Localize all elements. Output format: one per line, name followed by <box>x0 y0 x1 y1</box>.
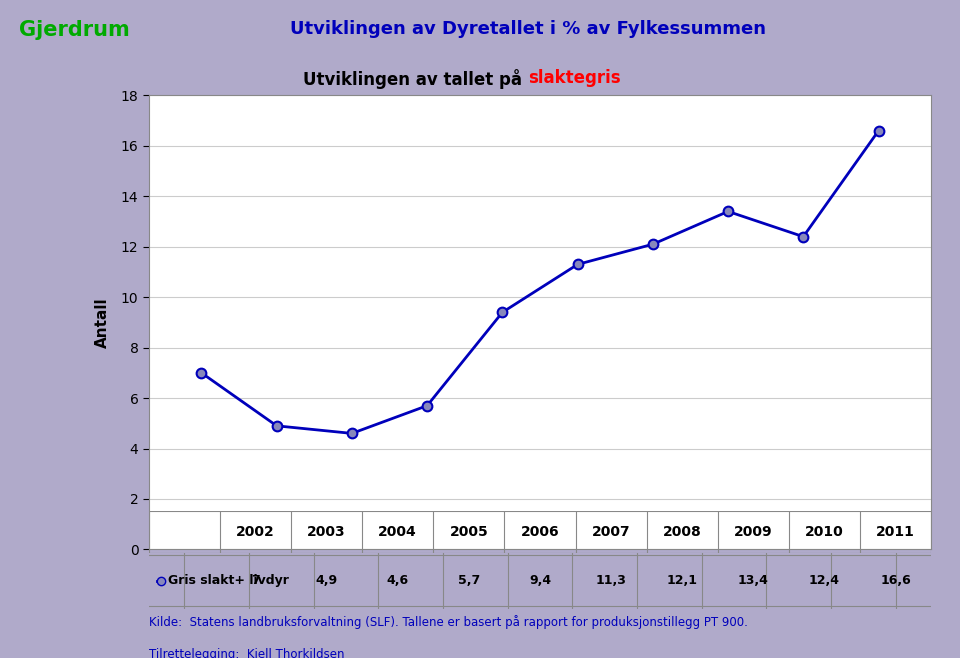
Text: 2003: 2003 <box>307 524 346 539</box>
Text: 2002: 2002 <box>236 524 275 539</box>
Text: 2011: 2011 <box>876 524 915 539</box>
Text: 11,3: 11,3 <box>596 574 627 587</box>
Text: 2005: 2005 <box>449 524 489 539</box>
Text: 12,4: 12,4 <box>809 574 840 587</box>
Text: 7: 7 <box>252 574 260 587</box>
Text: 16,6: 16,6 <box>880 574 911 587</box>
Text: 2007: 2007 <box>591 524 631 539</box>
Text: 5,7: 5,7 <box>458 574 480 587</box>
Text: 4,9: 4,9 <box>316 574 338 587</box>
Text: Utviklingen av tallet på: Utviklingen av tallet på <box>303 69 528 89</box>
Text: 9,4: 9,4 <box>529 574 551 587</box>
Text: 12,1: 12,1 <box>667 574 698 587</box>
Text: 2004: 2004 <box>378 524 418 539</box>
Text: 2010: 2010 <box>805 524 844 539</box>
Text: 2006: 2006 <box>520 524 560 539</box>
Text: 13,4: 13,4 <box>738 574 769 587</box>
Y-axis label: Antall: Antall <box>94 297 109 347</box>
Text: Kilde:  Statens landbruksforvaltning (SLF). Tallene er basert på rapport for pro: Kilde: Statens landbruksforvaltning (SLF… <box>149 615 748 629</box>
Text: Gjerdrum: Gjerdrum <box>19 20 130 39</box>
Text: Tilrettelegging:  Kjell Thorkildsen: Tilrettelegging: Kjell Thorkildsen <box>149 648 345 658</box>
Text: 2008: 2008 <box>662 524 702 539</box>
Text: Gris slakt+ livdyr: Gris slakt+ livdyr <box>168 574 289 587</box>
Text: 4,6: 4,6 <box>387 574 409 587</box>
Text: slaktegris: slaktegris <box>528 69 620 87</box>
Text: 2009: 2009 <box>734 524 773 539</box>
Text: Utviklingen av Dyretallet i % av Fylkessummen: Utviklingen av Dyretallet i % av Fylkess… <box>290 20 766 38</box>
